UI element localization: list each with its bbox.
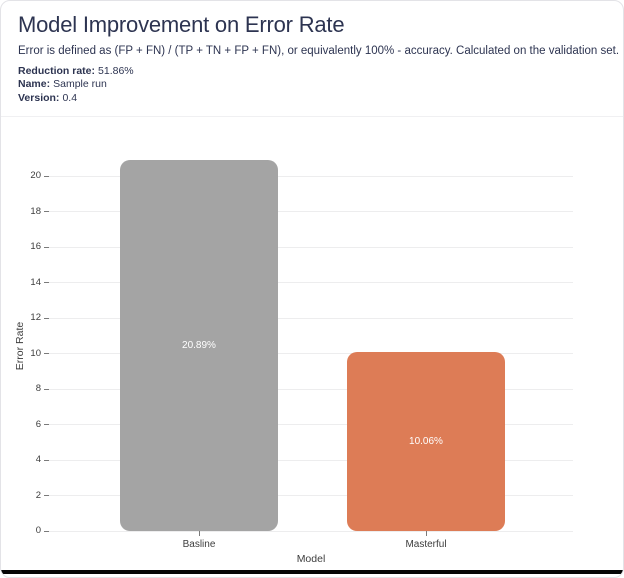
y-tick-label: 20 [30, 170, 41, 181]
x-category-label: Basline [182, 539, 216, 550]
y-axis-tick [44, 424, 49, 425]
meta-version: Version: 0.4 [18, 92, 134, 105]
y-axis-tick [44, 353, 49, 354]
y-tick-label: 18 [30, 205, 41, 217]
bar-value-label: 20.89% [182, 339, 216, 351]
y-axis-tick [44, 317, 49, 319]
gridline [49, 211, 573, 212]
y-axis-tick [44, 175, 49, 177]
gridline [49, 175, 573, 177]
meta-name: Name: Sample run [18, 78, 134, 91]
meta-label: Name: [18, 78, 51, 91]
x-axis-tick [198, 531, 200, 536]
header-divider [1, 116, 623, 117]
y-tick-label: 4 [35, 454, 41, 465]
y-axis-title: Error Rate [14, 321, 26, 370]
x-category-label: Masterful [405, 539, 447, 550]
gridline [49, 530, 573, 532]
meta-value: 51.86% [98, 65, 134, 77]
y-axis-tick [44, 211, 49, 212]
meta-value: Sample run [53, 78, 107, 91]
y-axis-tick [44, 459, 49, 461]
meta-reduction-rate: Reduction rate: 51.86% [18, 65, 134, 78]
y-tick-label: 14 [30, 276, 41, 288]
y-axis-tick [44, 282, 49, 283]
y-tick-label: 8 [35, 383, 41, 394]
gridline [49, 424, 573, 425]
gridline [49, 388, 573, 390]
x-axis-title: Model [296, 553, 326, 565]
y-tick-label: 0 [35, 525, 41, 536]
y-tick-label: 2 [35, 489, 41, 501]
meta-value: 0.4 [62, 91, 78, 104]
y-tick-label: 6 [35, 418, 41, 430]
y-tick-label: 10 [30, 347, 41, 359]
subtitle: Error is defined as (FP + FN) / (TP + TN… [18, 45, 620, 57]
gridline [49, 282, 573, 283]
page-title: Model Improvement on Error Rate [18, 12, 345, 37]
gridline [49, 459, 573, 461]
y-axis-tick [44, 530, 49, 532]
gridline [49, 317, 573, 319]
y-axis-tick [44, 388, 49, 390]
bar-masterful[interactable] [347, 352, 505, 531]
y-axis-tick [44, 246, 49, 248]
gridline [49, 246, 573, 248]
bar-value-label: 10.06% [409, 435, 443, 447]
gridline [49, 495, 573, 496]
meta-label: Version: [18, 91, 60, 104]
meta-label: Reduction rate: [18, 65, 96, 77]
y-tick-label: 12 [30, 312, 41, 323]
bar-basline[interactable] [120, 160, 278, 531]
x-axis-tick [425, 531, 427, 536]
gridline [49, 353, 573, 354]
y-axis-tick [44, 495, 49, 496]
meta-block: Reduction rate: 51.86% Name: Sample run Ve… [18, 65, 134, 105]
y-tick-label: 16 [30, 241, 41, 252]
window-bottom-edge [1, 570, 623, 574]
